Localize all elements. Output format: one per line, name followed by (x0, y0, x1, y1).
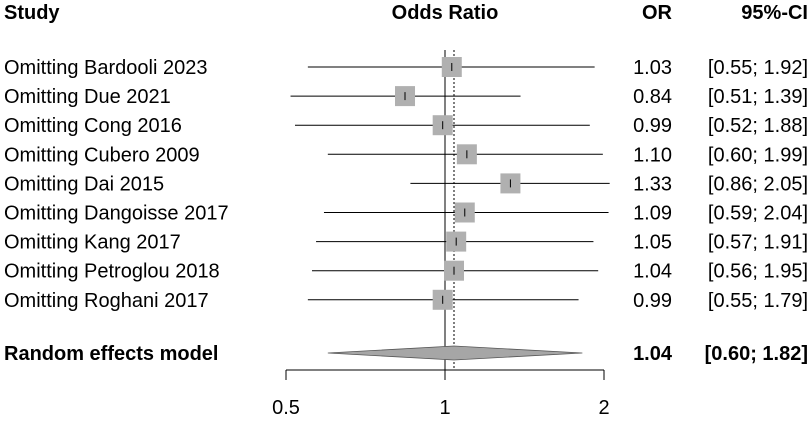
study-row: Omitting Cong 2016 0.99 [0.52; 1.88] (4, 115, 808, 137)
x-axis: 0.5 1 2 (272, 369, 610, 419)
plot-marks (444, 50, 455, 370)
ci-value: [0.57; 1.91] (708, 232, 808, 254)
study-label: Omitting Roghani 2017 (4, 290, 209, 312)
or-value: 1.03 (633, 57, 672, 79)
ci-value: [0.55; 1.92] (708, 57, 808, 79)
header-odds-ratio: Odds Ratio (392, 2, 499, 24)
ci-value: [0.86; 2.05] (708, 173, 808, 195)
or-value: 1.33 (633, 173, 672, 195)
ci-value: [0.59; 2.04] (708, 203, 808, 225)
study-label: Omitting Due 2021 (4, 86, 171, 108)
ci-value: [0.52; 1.88] (708, 115, 808, 137)
summary-row: Random effects model 1.04 [0.60; 1.82] (4, 343, 808, 365)
or-value: 0.99 (633, 115, 672, 137)
column-headers: Study Odds Ratio OR 95%-CI (4, 2, 808, 24)
or-value: 1.10 (633, 144, 672, 166)
study-row: Omitting Dangoisse 2017 1.09 [0.59; 2.04] (4, 202, 808, 225)
or-value: 1.09 (633, 203, 672, 225)
study-label: Omitting Kang 2017 (4, 232, 181, 254)
study-row: Omitting Bardooli 2023 1.03 [0.55; 1.92] (4, 57, 808, 79)
study-label: Omitting Cubero 2009 (4, 144, 200, 166)
study-row: Omitting Dai 2015 1.33 [0.86; 2.05] (4, 173, 808, 195)
x-tick-label: 1 (439, 397, 450, 419)
study-row: Omitting Roghani 2017 0.99 [0.55; 1.79] (4, 289, 808, 312)
summary-label: Random effects model (4, 343, 218, 365)
study-row: Omitting Petroglou 2018 1.04 [0.56; 1.95] (4, 260, 808, 283)
study-label: Omitting Dangoisse 2017 (4, 203, 229, 225)
ci-value: [0.60; 1.99] (708, 144, 808, 166)
or-value: 0.99 (633, 290, 672, 312)
x-tick-label: 0.5 (272, 397, 300, 419)
study-label: Omitting Petroglou 2018 (4, 261, 220, 283)
study-label: Omitting Cong 2016 (4, 115, 182, 137)
study-label: Omitting Dai 2015 (4, 173, 164, 195)
header-study: Study (4, 2, 60, 24)
study-row: Omitting Cubero 2009 1.10 [0.60; 1.99] (4, 144, 808, 166)
header-ci: 95%-CI (741, 2, 808, 24)
study-row: Omitting Due 2021 0.84 [0.51; 1.39] (4, 86, 808, 108)
or-value: 1.04 (633, 261, 672, 283)
x-tick-label: 2 (598, 397, 609, 419)
study-row: Omitting Kang 2017 1.05 [0.57; 1.91] (4, 231, 808, 254)
header-or: OR (642, 2, 673, 24)
study-rows: Omitting Bardooli 2023 1.03 [0.55; 1.92]Om… (4, 57, 808, 365)
ci-value: [0.56; 1.95] (708, 261, 808, 283)
ci-value: [0.55; 1.79] (708, 290, 808, 312)
ci-value: [0.51; 1.39] (708, 86, 808, 108)
or-value: 0.84 (633, 86, 672, 108)
summary-diamond (327, 345, 583, 361)
summary-or-value: 1.04 (633, 343, 673, 365)
summary-ci-value: [0.60; 1.82] (705, 343, 808, 365)
study-label: Omitting Bardooli 2023 (4, 57, 207, 79)
or-value: 1.05 (633, 232, 672, 254)
